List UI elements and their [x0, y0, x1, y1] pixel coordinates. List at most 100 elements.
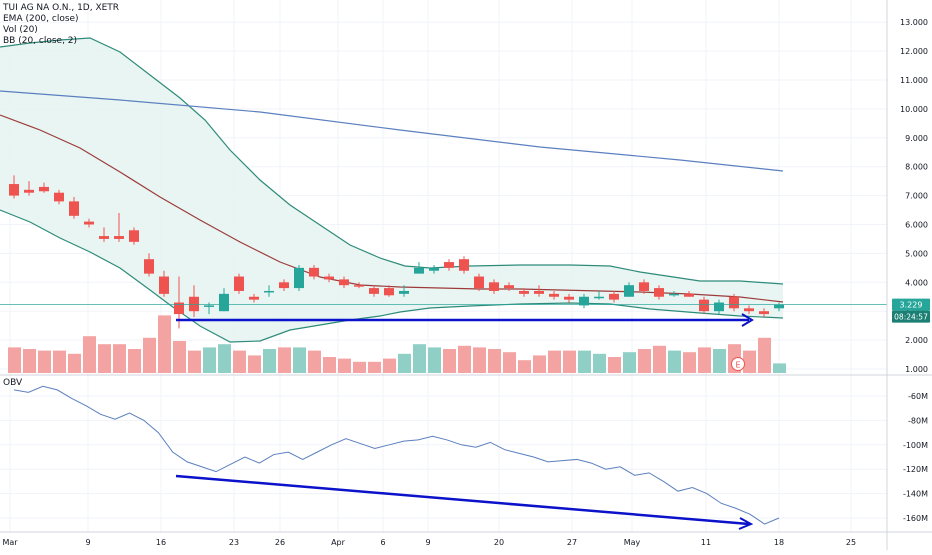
volume-bar: [218, 344, 231, 373]
candle-body: [144, 259, 154, 274]
price-axis-label: 4.000: [905, 278, 928, 287]
earnings-marker-circle: [731, 357, 745, 371]
candle-body: [654, 288, 664, 297]
candle-body: [534, 290, 544, 294]
volume-bar: [8, 347, 21, 373]
obv-axis-label: -100M: [903, 441, 928, 450]
volume-bar: [233, 350, 246, 373]
volume-bar: [188, 350, 201, 373]
volume-bar: [83, 336, 96, 373]
candle-body: [234, 276, 244, 291]
candle-body: [564, 296, 574, 300]
time-axis-label: 16: [156, 538, 166, 547]
candle-body: [444, 262, 454, 268]
obv-arrowhead: [738, 517, 754, 530]
legend-vol[interactable]: Vol (20): [3, 25, 38, 35]
volume-bar: [668, 350, 681, 373]
volume-bar: [458, 345, 471, 373]
candle-body: [369, 288, 379, 294]
candle-body: [324, 276, 334, 280]
time-axis-label: 20: [494, 538, 504, 547]
volume-bar: [413, 344, 426, 373]
candle-body: [699, 299, 709, 312]
time-axis-label: 25: [846, 538, 856, 547]
candle-body: [384, 288, 394, 296]
earnings-marker: E: [731, 357, 745, 371]
legend-symbol[interactable]: TUI AG NA O.N., 1D, XETR: [3, 3, 120, 13]
time-axis-label: 11: [701, 538, 711, 547]
volume-bar: [368, 361, 381, 373]
volume-bar: [638, 349, 651, 373]
volume-bar: [23, 349, 36, 373]
price-axis-label: 6.000: [905, 221, 928, 230]
volume-bar: [278, 347, 291, 373]
countdown-value: 08:24:57: [894, 313, 928, 322]
candle-body: [414, 267, 424, 274]
volume-bar: [203, 347, 216, 373]
earnings-marker-label: E: [735, 361, 740, 370]
time-axis-label: 6: [380, 538, 385, 547]
candle-body: [219, 293, 229, 312]
candle-body: [84, 221, 94, 225]
candle-body: [759, 311, 769, 315]
candle-body: [69, 201, 79, 216]
price-axis: 13.000 12.000 11.000 10.000 9.000 8.000 7.000 6…: [900, 18, 928, 523]
volume-bar: [353, 361, 366, 373]
last-price-badge-bg: [892, 298, 930, 311]
candle-body: [639, 282, 649, 291]
support-arrowhead: [741, 313, 754, 327]
time-axis-label: 18: [774, 538, 784, 547]
volume-bar: [293, 347, 306, 373]
volume-bar: [473, 347, 486, 373]
obv-axis-label: -60M: [908, 392, 928, 401]
volume-bar: [683, 352, 696, 373]
volume-bar: [428, 347, 441, 373]
candle-body: [174, 302, 184, 315]
volume-bar: [323, 357, 336, 373]
candle-body: [519, 290, 529, 294]
candle-series: [9, 175, 784, 329]
candle-body: [729, 296, 739, 309]
volume-bar: [623, 352, 636, 373]
time-axis-label: Apr: [331, 538, 346, 547]
bollinger-upper-band: [0, 37, 784, 285]
candle-body: [474, 276, 484, 289]
obv-legend[interactable]: OBV: [3, 378, 23, 388]
time-axis-label: 27: [567, 538, 577, 547]
legend-ema[interactable]: EMA (200, close): [3, 14, 79, 24]
candle-body: [624, 285, 634, 297]
last-price-value: 3.229: [900, 301, 923, 310]
obv-axis-label: -80M: [908, 416, 928, 425]
candle-body: [744, 308, 754, 312]
price-axis-label: 9.000: [905, 134, 928, 143]
volume-bar: [248, 355, 261, 373]
time-axis-label: 9: [85, 538, 90, 547]
time-axis-label: 23: [229, 538, 239, 547]
candle-body: [669, 293, 679, 296]
candle-body: [114, 236, 124, 239]
price-axis-label: 12.000: [900, 47, 928, 56]
time-axis: Mar 9 16 23 26 Apr 6 9 20 27 May 11 18 25: [2, 538, 856, 547]
volume-bar: [773, 363, 786, 373]
last-price-badge: 3.229 08:24:57: [892, 298, 930, 323]
time-axis-label: 26: [275, 538, 285, 547]
candle-body: [594, 296, 604, 299]
price-axis-label: 1.000: [905, 365, 928, 374]
volume-bar: [338, 358, 351, 373]
volume-bar: [533, 355, 546, 373]
candle-body: [189, 296, 199, 312]
volume-bar: [488, 349, 501, 373]
candle-body: [579, 296, 589, 306]
volume-bar: [578, 350, 591, 373]
time-axis-label: May: [624, 538, 641, 547]
candle-body: [774, 304, 784, 309]
legend-bb[interactable]: BB (20, close, 2): [3, 36, 78, 46]
volume-bar: [518, 360, 531, 373]
volume-bar: [53, 350, 66, 373]
volume-bar: [128, 349, 141, 373]
obv-axis-label: -160M: [903, 514, 928, 523]
volume-bar: [593, 353, 606, 373]
volume-bar: [743, 350, 756, 373]
